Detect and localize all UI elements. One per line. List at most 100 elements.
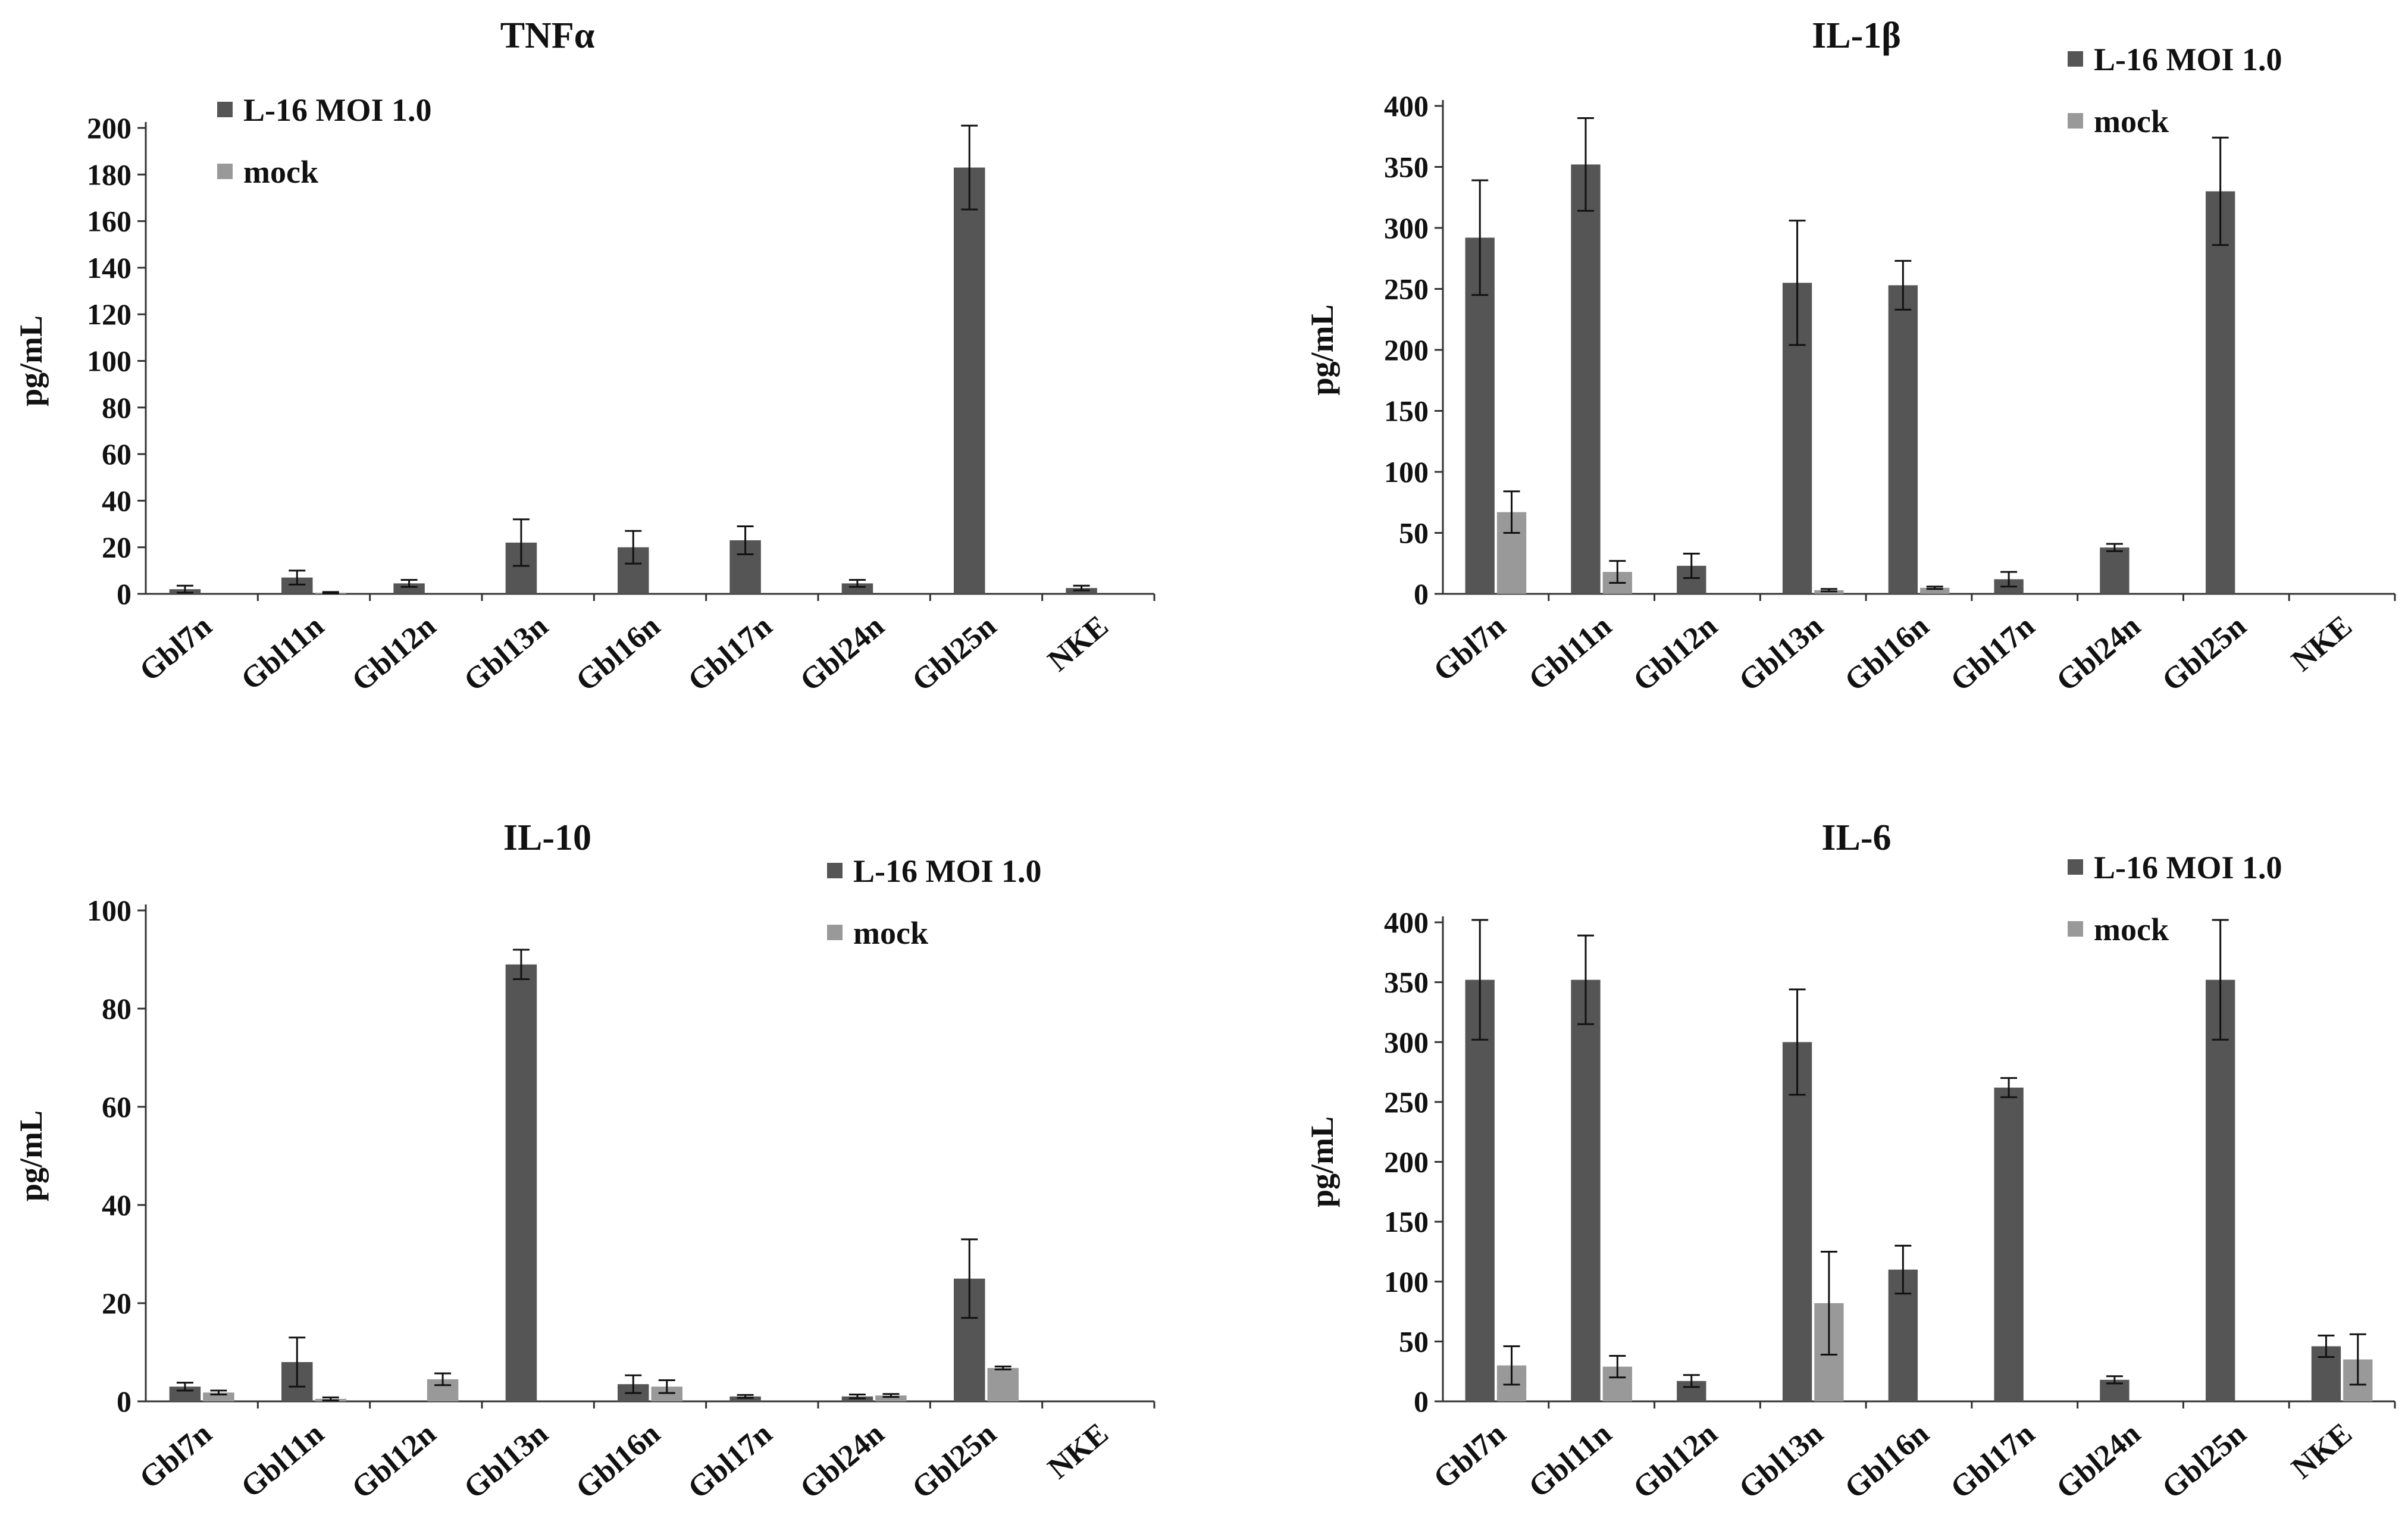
chart-title-il10: IL-10 <box>503 818 591 858</box>
x-category-label: Gbl16n <box>569 1416 666 1505</box>
x-category-label: Gbl11n <box>235 609 331 697</box>
legend-label-infected: L-16 MOI 1.0 <box>243 92 432 128</box>
y-tick-label: 80 <box>102 391 131 424</box>
y-tick-label: 60 <box>102 1090 131 1123</box>
y-tick-label: 120 <box>87 298 131 331</box>
x-category-label: Gbl7n <box>133 609 218 688</box>
y-tick-label: 100 <box>87 894 131 927</box>
x-category-label: Gbl7n <box>1427 609 1512 688</box>
x-category-label: Gbl17n <box>682 1416 779 1505</box>
x-category-label: Gbl11n <box>235 1416 331 1504</box>
y-tick-label: 20 <box>102 1287 131 1320</box>
bar-mock-Gbl25n <box>987 1367 1019 1401</box>
x-category-label: Gbl16n <box>1839 1416 1936 1505</box>
chart-title-tnfa: TNFα <box>500 15 595 56</box>
y-tick-label: 200 <box>87 111 131 145</box>
y-axis-label-il10: pg/mL <box>13 1110 49 1201</box>
bar-infected-Gbl7n <box>1465 237 1495 594</box>
x-category-label: Gbl13n <box>1733 609 1830 698</box>
y-tick-label: 100 <box>87 345 131 378</box>
y-tick-label: 0 <box>1414 577 1429 611</box>
chart-title-il6: IL-6 <box>1821 818 1891 858</box>
legend-label-mock: mock <box>853 915 928 951</box>
bar-infected-Gbl11n <box>1571 164 1601 594</box>
x-category-label: Gbl25n <box>2156 609 2253 698</box>
y-tick-label: 350 <box>1384 151 1429 184</box>
y-tick-label: 100 <box>1384 1265 1429 1298</box>
bar-mock-Gbl16n <box>1920 587 1950 594</box>
legend-label-infected: L-16 MOI 1.0 <box>2094 42 2282 77</box>
bar-mock-Gbl24n <box>875 1395 907 1401</box>
x-category-label: Gbl11n <box>1523 1416 1618 1504</box>
legend-swatch-infected <box>217 102 233 117</box>
x-category-label: Gbl24n <box>794 1416 891 1505</box>
x-category-label: Gbl16n <box>569 609 666 698</box>
legend-swatch-mock <box>217 164 233 179</box>
bar-infected-Gbl7n <box>1465 979 1495 1401</box>
chart-panel-tnfa: TNFα pg/mL 0 20 40 60 80 100 120 140 160 180 200 Gbl7… <box>13 15 1155 698</box>
x-category-label: Gbl12n <box>1627 1416 1724 1505</box>
y-tick-label: 40 <box>102 484 131 517</box>
x-category-label: Gbl13n <box>458 609 555 698</box>
x-category-label: Gbl25n <box>906 609 1003 698</box>
y-tick-label: 50 <box>1399 1325 1429 1358</box>
y-axis-label-tnfa: pg/mL <box>13 315 49 406</box>
y-tick-label: 0 <box>1414 1385 1429 1418</box>
y-tick-label: 40 <box>102 1188 131 1222</box>
legend-label-infected: L-16 MOI 1.0 <box>2094 850 2282 885</box>
y-tick-label: 0 <box>117 1385 131 1418</box>
legend-label-infected: L-16 MOI 1.0 <box>853 853 1042 889</box>
legend-label-mock: mock <box>2094 104 2169 139</box>
y-tick-label: 160 <box>87 205 131 238</box>
legend-swatch-infected <box>2068 859 2083 875</box>
x-category-label: Gbl7n <box>1427 1416 1512 1495</box>
y-axis-label-il6: pg/mL <box>1304 1116 1340 1207</box>
bar-infected-Gbl25n <box>2206 191 2235 594</box>
x-category-label: Gbl24n <box>2050 1416 2147 1505</box>
x-category-label: Gbl17n <box>682 609 779 698</box>
x-category-label: Gbl24n <box>2050 609 2147 698</box>
y-tick-label: 80 <box>102 992 131 1025</box>
y-tick-label: 0 <box>117 577 131 611</box>
x-category-label: Gbl25n <box>2156 1416 2253 1505</box>
chart-title-il1b: IL-1β <box>1812 15 1901 56</box>
bar-infected-Gbl13n <box>1782 1042 1812 1401</box>
x-category-label: Gbl12n <box>346 609 443 698</box>
legend-swatch-mock <box>827 925 843 940</box>
x-category-label: Gbl17n <box>1944 609 2041 698</box>
x-category-label: Gbl7n <box>133 1416 218 1495</box>
bar-infected-Gbl17n <box>1994 1087 2024 1401</box>
y-tick-label: 300 <box>1384 1025 1429 1059</box>
bar-infected-Gbl11n <box>1571 979 1601 1401</box>
bar-infected-Gbl17n <box>729 1396 761 1401</box>
x-category-label: Gbl13n <box>1733 1416 1830 1505</box>
legend-swatch-mock <box>2068 921 2083 937</box>
bar-infected-Gbl25n <box>954 167 985 594</box>
y-tick-label: 150 <box>1384 395 1429 428</box>
y-tick-label: 400 <box>1384 89 1429 123</box>
x-category-label: Gbl24n <box>794 609 891 698</box>
y-tick-label: 140 <box>87 251 131 284</box>
bar-infected-Gbl13n <box>505 964 537 1401</box>
y-tick-label: 350 <box>1384 966 1429 999</box>
y-tick-label: 200 <box>1384 333 1429 367</box>
x-category-label: Gbl25n <box>906 1416 1003 1505</box>
y-tick-label: 200 <box>1384 1145 1429 1179</box>
legend-swatch-infected <box>2068 51 2083 67</box>
y-tick-label: 300 <box>1384 211 1429 245</box>
x-category-label: NKE <box>1042 609 1115 678</box>
x-category-label: Gbl12n <box>346 1416 443 1505</box>
x-category-label: NKE <box>1042 1417 1115 1486</box>
x-category-label: Gbl13n <box>458 1416 555 1505</box>
legend-label-mock: mock <box>2094 912 2169 947</box>
y-tick-label: 250 <box>1384 273 1429 306</box>
y-tick-label: 180 <box>87 158 131 191</box>
y-tick-label: 100 <box>1384 455 1429 489</box>
y-tick-label: 400 <box>1384 906 1429 939</box>
bar-infected-Gbl25n <box>2206 979 2235 1401</box>
bar-infected-Gbl24n <box>2100 547 2130 594</box>
